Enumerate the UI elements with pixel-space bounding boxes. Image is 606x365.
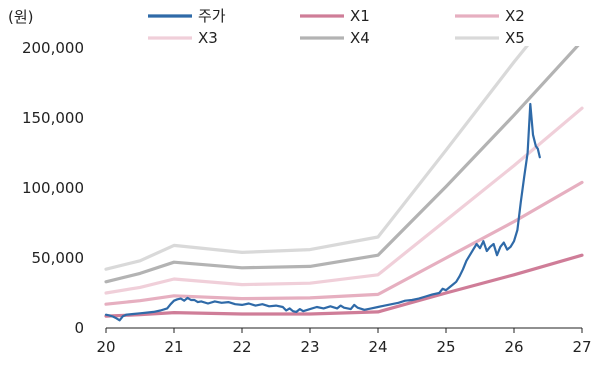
x-tick-label: 21	[164, 338, 183, 356]
x-tick-label: 27	[572, 338, 591, 356]
x-tick-label: 20	[96, 338, 115, 356]
series-line-X1	[104, 253, 584, 318]
x-tick-label: 23	[300, 338, 319, 356]
y-tick-label: 200,000	[22, 39, 84, 57]
legend-label-X4: X4	[350, 29, 370, 47]
y-tick-label: 150,000	[22, 109, 84, 127]
legend-label-주가: 주가	[198, 7, 226, 25]
series-line-주가	[104, 102, 541, 322]
y-axis-unit-label: (원)	[8, 8, 34, 26]
y-axis-ticks: 0 50,000 100,000 150,000 200,000	[22, 39, 84, 337]
legend-label-X1: X1	[350, 7, 370, 25]
x-tick-label: 25	[436, 338, 455, 356]
series-line-X4	[104, 46, 580, 284]
y-tick-label: 50,000	[32, 249, 85, 267]
x-axis-ticks: 20 21 22 23 24 25 26 27	[96, 328, 592, 356]
x-tick-label: 24	[368, 338, 387, 356]
x-tick-label: 22	[232, 338, 251, 356]
series-line-X2	[104, 180, 584, 306]
x-tick-label: 26	[504, 338, 523, 356]
legend-label-X2: X2	[505, 7, 525, 25]
legend: 주가 X1 X2 X3 X4 X5	[148, 7, 525, 47]
series-line-X5	[104, 46, 529, 271]
y-tick-label: 100,000	[22, 179, 84, 197]
y-tick-label: 0	[74, 319, 84, 337]
series-line-X3	[104, 106, 584, 295]
series-layer	[104, 46, 584, 322]
legend-label-X5: X5	[505, 29, 525, 47]
legend-label-X3: X3	[198, 29, 218, 47]
